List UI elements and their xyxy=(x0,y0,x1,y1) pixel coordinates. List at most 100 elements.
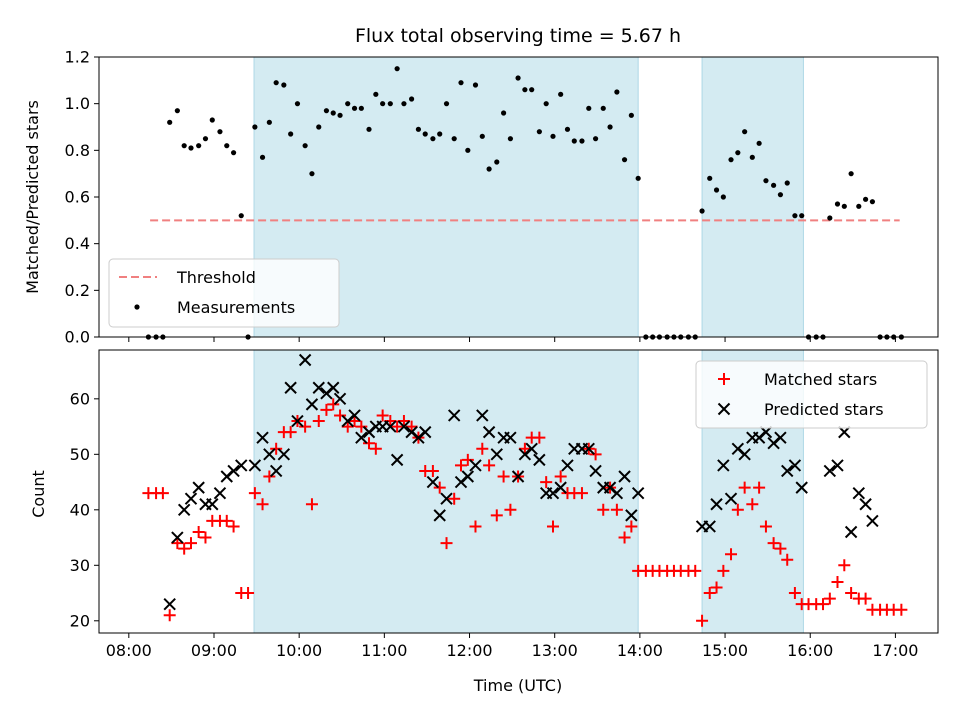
measurement-point xyxy=(458,80,464,86)
measurement-point xyxy=(174,108,180,114)
measurement-point xyxy=(564,126,571,132)
measurement-point xyxy=(196,143,202,149)
matched-star-point xyxy=(312,415,325,428)
predicted-star-point xyxy=(582,442,595,455)
y-tick-label: 20 xyxy=(70,611,90,630)
measurement-point xyxy=(742,129,748,135)
predicted-star-point xyxy=(213,486,227,500)
measurement-point xyxy=(387,101,393,107)
measurement-point xyxy=(294,101,301,107)
matched-star-point xyxy=(696,614,709,627)
x-tick-label: 17:00 xyxy=(872,641,918,660)
matched-star-point xyxy=(759,520,772,533)
measurement-point xyxy=(373,91,379,97)
matched-star-point xyxy=(199,531,212,544)
measurement-point xyxy=(252,124,258,130)
measurement-point xyxy=(579,138,585,144)
matched-star-point xyxy=(455,459,468,472)
measurement-point xyxy=(571,138,577,144)
measurement-point xyxy=(366,126,372,132)
matched-star-point xyxy=(469,520,482,533)
matched-star-point xyxy=(788,587,801,600)
measurement-point xyxy=(713,187,720,193)
count-plot-frame xyxy=(98,349,939,634)
predicted-star-point xyxy=(724,492,738,505)
predicted-star-point xyxy=(554,481,567,494)
predicted-star-point xyxy=(184,492,198,505)
measurement-point xyxy=(628,112,634,118)
measurement-point xyxy=(443,101,450,107)
measurement-point xyxy=(558,91,564,97)
measurement-point xyxy=(167,119,173,125)
predicted-star-point xyxy=(327,381,340,394)
matched-star-point xyxy=(689,564,702,577)
predicted-star-point xyxy=(256,431,269,444)
measurement-point xyxy=(749,154,755,160)
measurement-point xyxy=(756,140,762,146)
measurement-point xyxy=(394,66,400,72)
matched-star-point xyxy=(448,492,461,505)
predicted-star-point xyxy=(390,453,404,467)
matched-star-point xyxy=(299,420,312,433)
matched-star-point xyxy=(178,542,191,555)
measurement-point xyxy=(607,124,613,130)
measurement-point xyxy=(699,208,705,214)
matched-star-point xyxy=(717,564,730,577)
predicted-star-point xyxy=(206,498,219,511)
legend-box xyxy=(108,258,340,328)
matched-star-point xyxy=(433,481,446,494)
y-tick-label: 50 xyxy=(70,445,90,464)
matched-star-point xyxy=(284,426,297,439)
ratio-series xyxy=(145,66,904,340)
matched-star-point xyxy=(710,581,723,594)
y-tick-label: 40 xyxy=(70,500,90,519)
matched-star-point xyxy=(859,592,872,605)
legend-marker xyxy=(718,373,730,385)
matched-star-point xyxy=(533,431,546,444)
predicted-star-point xyxy=(511,470,525,483)
y-tick-label: 0.4 xyxy=(65,234,90,253)
measurement-point xyxy=(522,87,528,93)
legend-marker xyxy=(717,402,731,416)
matched-star-point xyxy=(227,520,240,533)
matched-star-point xyxy=(220,514,233,527)
matched-star-point xyxy=(618,531,631,544)
matched-star-point xyxy=(625,520,638,533)
observing-window xyxy=(701,56,804,338)
matched-star-point xyxy=(184,537,197,550)
x-tick-label: 09:00 xyxy=(191,641,237,660)
matched-star-point xyxy=(248,487,261,500)
predicted-star-point xyxy=(397,420,411,433)
matched-star-point xyxy=(320,403,333,416)
measurement-point xyxy=(763,178,769,184)
measurement-point xyxy=(309,171,315,177)
measurement-point xyxy=(288,131,294,137)
matched-star-point xyxy=(192,526,205,539)
matched-star-point xyxy=(341,420,354,433)
measurement-point xyxy=(259,154,266,160)
measurement-point xyxy=(614,89,620,95)
y-tick-label: 1.0 xyxy=(65,94,90,113)
y-tick-label: 0.0 xyxy=(65,328,90,347)
measurement-point xyxy=(281,82,287,88)
measurement-point xyxy=(422,131,428,137)
matched-star-point xyxy=(597,503,610,516)
predicted-star-point xyxy=(305,398,319,411)
measurement-point xyxy=(841,203,847,209)
x-tick-label: 12:00 xyxy=(446,641,492,660)
measurement-point xyxy=(337,112,343,118)
measurement-point xyxy=(217,129,223,135)
matched-star-point xyxy=(363,437,376,450)
predicted-star-point xyxy=(717,459,730,472)
predicted-star-point xyxy=(461,470,475,483)
predicted-star-point xyxy=(561,459,574,472)
measurement-point xyxy=(323,108,330,114)
measurement-point xyxy=(543,101,549,107)
measurement-point xyxy=(869,199,876,205)
measurement-point xyxy=(586,105,592,111)
y-tick-label: 30 xyxy=(70,556,90,575)
measurement-point xyxy=(777,192,784,198)
predicted-star-point xyxy=(844,525,858,539)
matched-star-point xyxy=(369,442,382,455)
predicted-star-point xyxy=(440,492,453,505)
